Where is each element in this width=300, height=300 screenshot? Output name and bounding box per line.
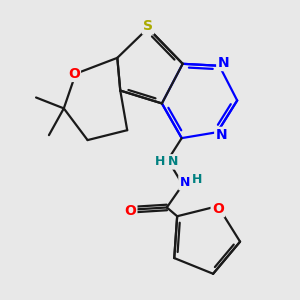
Text: O: O <box>124 204 136 218</box>
Text: N: N <box>218 56 229 70</box>
Text: O: O <box>212 202 224 216</box>
Text: H: H <box>192 173 203 186</box>
Text: O: O <box>68 67 80 81</box>
Text: S: S <box>143 19 153 33</box>
Text: H: H <box>155 155 165 168</box>
Text: N: N <box>215 128 227 142</box>
Text: N: N <box>168 155 178 168</box>
Text: N: N <box>179 176 190 189</box>
